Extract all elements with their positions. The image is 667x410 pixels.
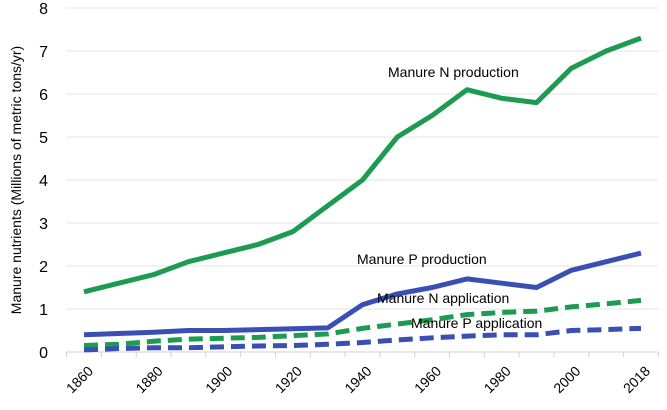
y-axis-title: Manure nutrients (Millions of metric ton… <box>8 46 24 314</box>
label-manure-p-application: Manure P application <box>411 315 542 331</box>
series-line-manure-p-application <box>83 325 642 353</box>
x-tick-label: 1980 <box>481 363 514 396</box>
x-tick-label: 1880 <box>132 363 165 396</box>
y-tick-label: 2 <box>39 259 48 276</box>
y-tick-label: 8 <box>39 1 48 18</box>
x-tick-label: 1960 <box>411 363 444 396</box>
series-line-manure-p-production <box>83 250 642 338</box>
x-tick-label: 1860 <box>63 363 96 396</box>
y-tick-label: 7 <box>39 44 48 61</box>
series-line-manure-n-application <box>83 297 642 349</box>
y-tick-label: 3 <box>39 216 48 233</box>
y-tick-label: 1 <box>39 302 48 319</box>
y-tick-label: 4 <box>39 173 48 190</box>
y-tick-label: 0 <box>39 345 48 362</box>
label-manure-n-application: Manure N application <box>377 290 509 306</box>
series-line-manure-n-production <box>83 35 642 295</box>
y-tick-label: 6 <box>39 87 48 104</box>
x-tick-label: 1920 <box>272 363 305 396</box>
y-tick-label: 5 <box>39 130 48 147</box>
x-tick-label: 2018 <box>620 363 653 396</box>
x-tick-label: 1940 <box>341 363 374 396</box>
label-manure-p-production: Manure P production <box>357 251 487 267</box>
x-tick-label: 2000 <box>550 363 583 396</box>
x-tick-label: 1900 <box>202 363 235 396</box>
label-manure-n-production: Manure N production <box>388 64 519 80</box>
